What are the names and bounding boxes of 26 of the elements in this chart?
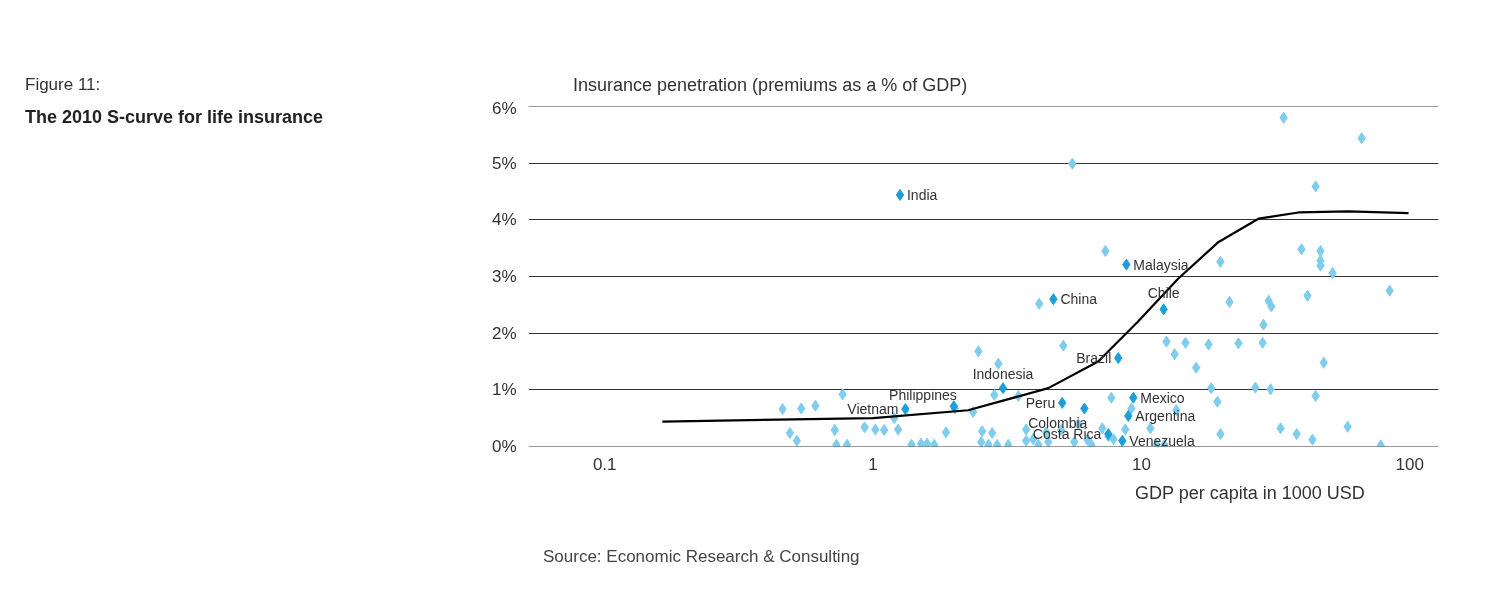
y-axis-title: Insurance penetration (premiums as a % of GDP) (573, 74, 968, 97)
annotation: India (906, 186, 938, 203)
annotation: Peru (1025, 394, 1056, 411)
annotation: Mexico (1140, 389, 1185, 406)
annotation: Malaysia (1133, 256, 1189, 273)
source-note: Source: Economic Research & Consulting (543, 546, 860, 568)
annotation: Argentina (1135, 407, 1196, 424)
annotation: Venezuela (1129, 432, 1195, 449)
x-tick-label: 0.1 (592, 454, 617, 474)
y-tick-label: 1% (491, 380, 517, 400)
y-tick-label: 5% (491, 153, 517, 173)
y-tick-label: 0% (491, 437, 517, 456)
x-tick-label: 1 (868, 454, 878, 474)
annotation: Philippines (889, 387, 957, 404)
annotation: Indonesia (972, 366, 1034, 383)
annotation: China (1060, 291, 1098, 308)
x-axis-title: GDP per capita in 1000 USD (1135, 482, 1365, 505)
text: Figure 11: (25, 74, 101, 96)
annotation: Vietnam (847, 401, 899, 418)
y-tick-label: 4% (491, 210, 517, 230)
y-tick-label: 6% (491, 98, 517, 118)
text: The 2010 S-curve for life insurance (25, 106, 324, 129)
x-tick-label: 10 (1131, 454, 1151, 474)
y-tick-label: 2% (491, 323, 517, 343)
y-tick-label: 3% (491, 267, 517, 286)
x-tick-label: 100 (1395, 454, 1424, 474)
